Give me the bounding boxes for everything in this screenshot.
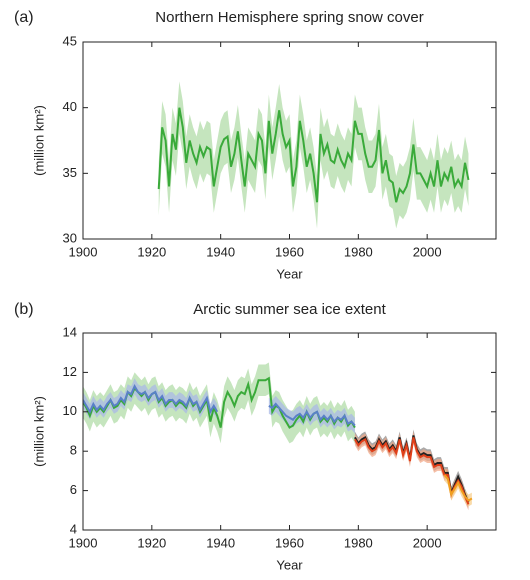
x-tick-label: 1960: [275, 244, 304, 259]
y-tick-label: 35: [63, 165, 77, 180]
y-tick-label: 12: [63, 364, 77, 379]
x-tick-label: 1920: [137, 535, 166, 550]
y-tick-label: 4: [70, 521, 77, 536]
plot-area: [157, 81, 470, 229]
x-tick-label: 1900: [69, 244, 98, 259]
plot-area: [83, 362, 473, 511]
y-axis-label: (million km²): [31, 105, 46, 176]
panel-label: (b): [14, 301, 34, 318]
chart-title: Northern Hemisphere spring snow cover: [155, 9, 423, 26]
x-tick-label: 1900: [69, 535, 98, 550]
x-tick-label: 1960: [275, 535, 304, 550]
y-tick-label: 14: [63, 324, 77, 339]
y-tick-label: 10: [63, 403, 77, 418]
plot-frame: [82, 41, 497, 240]
x-tick-label: 1940: [206, 535, 235, 550]
x-tick-label: 1980: [344, 244, 373, 259]
x-tick-label: 2000: [413, 535, 442, 550]
data-line: [157, 107, 470, 203]
data-line: [443, 474, 473, 502]
y-tick-label: 45: [63, 33, 77, 48]
y-tick-label: 30: [63, 230, 77, 245]
x-tick-label: 1920: [137, 244, 166, 259]
x-axis-label: Year: [276, 557, 303, 572]
y-tick-label: 6: [70, 482, 77, 497]
data-line: [83, 383, 356, 427]
plot-frame: [82, 332, 497, 531]
panel-label: (a): [14, 9, 34, 26]
x-tick-label: 2000: [413, 244, 442, 259]
y-tick-label: 40: [63, 99, 77, 114]
x-tick-label: 1940: [206, 244, 235, 259]
uncertainty-band: [83, 378, 355, 434]
uncertainty-band: [158, 81, 469, 229]
x-tick-label: 1980: [344, 535, 373, 550]
chart-title: Arctic summer sea ice extent: [193, 301, 386, 318]
uncertainty-band: [354, 431, 469, 511]
y-tick-label: 8: [70, 443, 77, 458]
x-axis-label: Year: [276, 266, 303, 281]
y-axis-label: (million km²): [31, 396, 46, 467]
